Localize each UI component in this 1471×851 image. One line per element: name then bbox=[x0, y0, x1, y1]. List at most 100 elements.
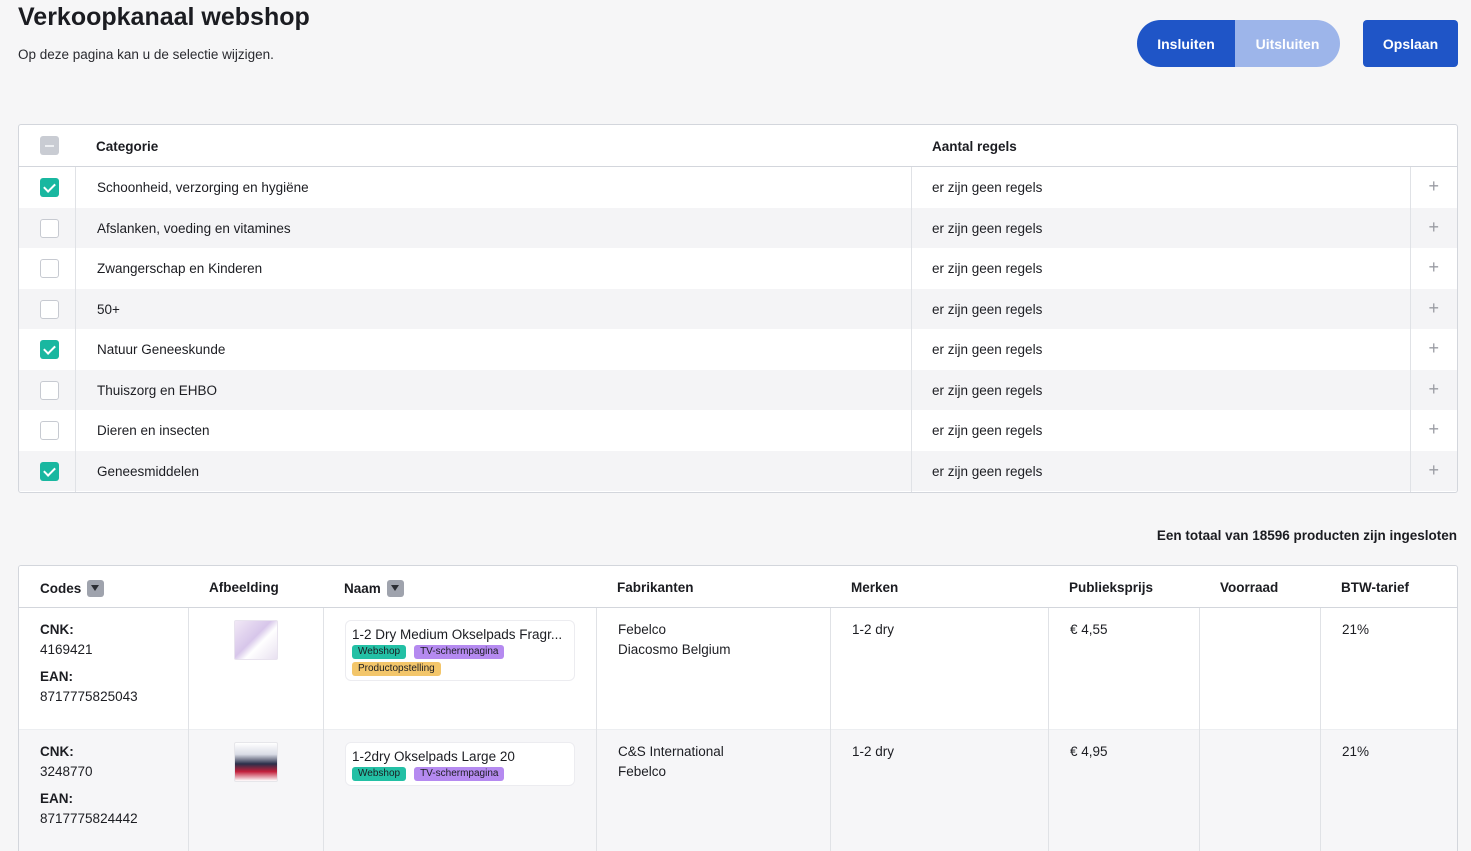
product-price: € 4,95 bbox=[1070, 744, 1108, 759]
category-table: Categorie Aantal regels Schoonheid, verz… bbox=[18, 124, 1458, 493]
category-name: Thuiszorg en EHBO bbox=[97, 382, 218, 398]
category-row[interactable]: Schoonheid, verzorging en hygiëne er zijn… bbox=[19, 167, 1457, 208]
category-checkbox[interactable] bbox=[40, 461, 59, 481]
category-name: Zwangerschap en Kinderen bbox=[97, 261, 263, 276]
category-name: Schoonheid, verzorging en hygiëne bbox=[97, 180, 309, 195]
column-header-naam-label: Naam bbox=[344, 581, 381, 596]
channel-tag: Productopstelling bbox=[352, 662, 441, 676]
category-name: Dieren en insecten bbox=[97, 423, 210, 438]
category-rule-count: er zijn geen regels bbox=[932, 463, 1043, 479]
add-rule-icon[interactable]: + bbox=[1428, 459, 1439, 480]
category-rows: Schoonheid, verzorging en hygiëne er zijn… bbox=[19, 167, 1457, 491]
column-divider bbox=[1048, 608, 1049, 851]
column-divider bbox=[1199, 608, 1200, 851]
product-row[interactable]: CNK: 3248770 EAN: 8717775824442 1-2dry Oksel… bbox=[19, 730, 1457, 851]
product-table-header: Codes Afbeelding Naam Fabrikanten Merken… bbox=[19, 566, 1457, 608]
category-name: Afslanken, voeding en vitamines bbox=[97, 220, 291, 236]
product-codes: CNK: 3248770 EAN: 8717775824442 bbox=[40, 742, 138, 829]
add-rule-icon[interactable]: + bbox=[1428, 378, 1439, 399]
add-rule-icon[interactable]: + bbox=[1428, 176, 1439, 196]
add-rule-icon[interactable]: + bbox=[1428, 216, 1439, 237]
category-rule-count: er zijn geen regels bbox=[932, 423, 1043, 438]
save-button[interactable]: Opslaan bbox=[1363, 20, 1458, 67]
category-row[interactable]: Dieren en insecten er zijn geen regels + bbox=[19, 410, 1457, 451]
column-header-voorraad: Voorraad bbox=[1220, 580, 1279, 595]
ean-label: EAN: bbox=[40, 791, 73, 806]
add-rule-icon[interactable]: + bbox=[1428, 257, 1439, 277]
page-subtitle: Op deze pagina kan u de selectie wijzige… bbox=[18, 47, 274, 62]
column-header-codes-label: Codes bbox=[40, 581, 82, 596]
cnk-value: 4169421 bbox=[40, 642, 93, 657]
category-checkbox[interactable] bbox=[40, 380, 59, 400]
add-rule-icon[interactable]: + bbox=[1428, 338, 1439, 358]
product-manufacturers: Febelco Diacosmo Belgium bbox=[618, 620, 731, 660]
category-checkbox[interactable] bbox=[40, 178, 59, 197]
filter-icon[interactable] bbox=[386, 580, 404, 597]
category-checkbox[interactable] bbox=[40, 421, 59, 440]
product-row[interactable]: CNK: 4169421 EAN: 8717775825043 1-2 Dry Medi… bbox=[19, 608, 1457, 730]
category-name: Natuur Geneeskunde bbox=[97, 342, 226, 357]
category-checkbox[interactable] bbox=[40, 299, 59, 319]
column-header-categorie: Categorie bbox=[96, 139, 159, 154]
column-divider bbox=[596, 608, 597, 851]
product-brand: 1-2 dry bbox=[852, 622, 895, 637]
category-name: Geneesmiddelen bbox=[97, 463, 200, 479]
exclude-button[interactable]: Uitsluiten bbox=[1235, 20, 1340, 67]
channel-tags: Webshop TV-schermpagina Productopstelling bbox=[352, 645, 568, 676]
column-divider bbox=[830, 608, 831, 851]
category-row[interactable]: Natuur Geneeskunde er zijn geen regels + bbox=[19, 329, 1457, 370]
category-rule-count: er zijn geen regels bbox=[932, 261, 1043, 276]
product-brand: 1-2 dry bbox=[852, 744, 895, 759]
product-rows: CNK: 4169421 EAN: 8717775825043 1-2 Dry Medi… bbox=[19, 608, 1457, 851]
category-rule-count: er zijn geen regels bbox=[932, 342, 1043, 357]
select-all-checkbox[interactable] bbox=[40, 136, 59, 155]
product-codes: CNK: 4169421 EAN: 8717775825043 bbox=[40, 620, 138, 707]
category-checkbox[interactable] bbox=[40, 340, 59, 359]
column-header-publieksprijs: Publieksprijs bbox=[1069, 580, 1154, 595]
category-name: 50+ bbox=[97, 301, 120, 317]
category-rule-count: er zijn geen regels bbox=[932, 180, 1043, 195]
channel-tag: Webshop bbox=[352, 767, 407, 781]
product-name-card[interactable]: 1-2dry Okselpads Large 20 Webshop TV-scher… bbox=[345, 742, 575, 786]
add-rule-icon[interactable]: + bbox=[1428, 419, 1439, 439]
category-rule-count: er zijn geen regels bbox=[932, 301, 1043, 317]
manufacturer-name: Febelco bbox=[618, 764, 667, 779]
category-rule-count: er zijn geen regels bbox=[932, 382, 1043, 398]
product-vat: 21% bbox=[1342, 744, 1370, 759]
category-checkbox[interactable] bbox=[40, 218, 59, 238]
manufacturer-name: C&S International bbox=[618, 744, 724, 759]
cnk-label: CNK: bbox=[40, 622, 74, 637]
channel-tag: TV-schermpagina bbox=[414, 645, 505, 659]
category-row[interactable]: Geneesmiddelen er zijn geen regels + bbox=[19, 450, 1457, 491]
channel-tags: Webshop TV-schermpagina bbox=[352, 767, 568, 781]
product-name-card[interactable]: 1-2 Dry Medium Okselpads Fragr... Webshop… bbox=[345, 620, 575, 681]
add-rule-icon[interactable]: + bbox=[1428, 297, 1439, 318]
column-divider bbox=[911, 167, 912, 492]
product-price: € 4,55 bbox=[1070, 622, 1108, 637]
product-manufacturers: C&S International Febelco bbox=[618, 742, 724, 782]
ean-value: 8717775825043 bbox=[40, 689, 138, 704]
category-row[interactable]: Afslanken, voeding en vitamines er zijn g… bbox=[19, 207, 1457, 248]
include-exclude-toggle: Insluiten Uitsluiten bbox=[1137, 20, 1340, 67]
category-row[interactable]: 50+ er zijn geen regels + bbox=[19, 288, 1457, 329]
product-name: 1-2 Dry Medium Okselpads Fragr... bbox=[352, 627, 563, 642]
filter-icon[interactable] bbox=[87, 580, 105, 597]
column-header-aantal-regels: Aantal regels bbox=[932, 139, 1017, 154]
column-divider bbox=[323, 608, 324, 851]
include-button[interactable]: Insluiten bbox=[1137, 20, 1235, 67]
category-row[interactable]: Thuiszorg en EHBO er zijn geen regels + bbox=[19, 369, 1457, 410]
column-divider bbox=[188, 608, 189, 851]
category-table-header: Categorie Aantal regels bbox=[19, 125, 1457, 167]
product-table: Codes Afbeelding Naam Fabrikanten Merken… bbox=[18, 565, 1458, 851]
category-checkbox[interactable] bbox=[40, 259, 59, 278]
category-row[interactable]: Zwangerschap en Kinderen er zijn geen reg… bbox=[19, 248, 1457, 289]
cnk-value: 3248770 bbox=[40, 764, 93, 779]
product-image[interactable] bbox=[234, 742, 278, 782]
product-image[interactable] bbox=[234, 620, 278, 660]
column-header-merken: Merken bbox=[851, 580, 899, 595]
total-included-text: Een totaal van 18596 producten zijn inge… bbox=[1156, 528, 1457, 543]
column-header-codes: Codes bbox=[40, 580, 105, 597]
channel-tag: TV-schermpagina bbox=[414, 767, 505, 781]
product-vat: 21% bbox=[1342, 622, 1370, 637]
ean-label: EAN: bbox=[40, 669, 73, 684]
